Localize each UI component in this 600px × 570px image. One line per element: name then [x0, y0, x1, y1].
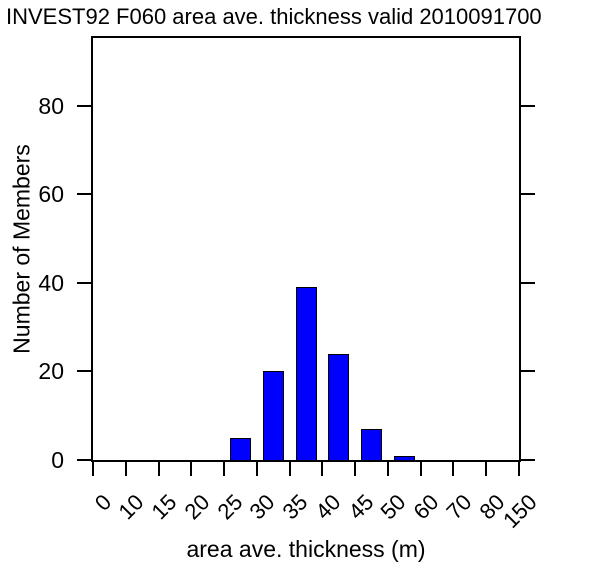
x-axis-tick — [354, 462, 357, 476]
x-axis-title: area ave. thickness (m) — [186, 536, 426, 562]
bar — [229, 437, 251, 460]
y-axis-tick-label: 80 — [38, 92, 64, 119]
x-axis-tick — [157, 462, 160, 476]
x-axis-tick — [518, 462, 520, 476]
x-axis-tick — [92, 462, 94, 476]
x-axis-tick-label: 35 — [277, 489, 313, 525]
y-axis-tick — [521, 281, 535, 284]
x-axis-tick — [190, 462, 193, 476]
x-axis-tick — [321, 462, 324, 476]
y-axis-tick — [521, 104, 535, 107]
y-axis-tick — [521, 370, 535, 373]
x-axis-tick — [288, 462, 291, 476]
y-axis-title: Number of Members — [8, 144, 35, 354]
x-axis-tick-label: 30 — [244, 489, 280, 525]
plot-area — [77, 36, 535, 476]
x-axis-tick-label: 60 — [408, 489, 444, 525]
bar — [295, 287, 317, 460]
y-axis-tick — [77, 281, 91, 284]
y-axis-tick-label: 20 — [38, 358, 64, 385]
x-axis-tick-label: 150 — [498, 489, 542, 533]
x-axis-tick — [124, 462, 127, 476]
bar — [328, 353, 350, 460]
x-axis-tick-label: 70 — [441, 489, 477, 525]
x-axis-tick — [485, 462, 488, 476]
x-axis-tick-label: 45 — [343, 489, 379, 525]
x-axis-tick-label: 25 — [212, 489, 248, 525]
x-axis-tick-label: 20 — [179, 489, 215, 525]
x-axis-tick — [386, 462, 389, 476]
bar — [262, 371, 284, 460]
chart-title: INVEST92 F060 area ave. thickness valid … — [6, 4, 542, 29]
y-axis-tick-label: 60 — [38, 181, 64, 208]
y-axis-tick — [77, 104, 91, 107]
y-axis-tick — [521, 193, 535, 196]
y-axis-tick — [521, 459, 535, 461]
x-axis-tick — [452, 462, 455, 476]
x-axis-tick — [223, 462, 226, 476]
y-axis-tick — [77, 370, 91, 373]
x-axis-tick-label: 0 — [89, 489, 116, 516]
y-axis-tick-label: 40 — [38, 269, 64, 296]
x-axis-tick-label: 50 — [375, 489, 411, 525]
y-axis-tick-label: 0 — [51, 447, 64, 473]
x-axis-tick — [255, 462, 258, 476]
x-axis-tick-label: 10 — [113, 489, 149, 525]
x-axis-tick-label: 40 — [310, 489, 346, 525]
x-axis-tick-label: 15 — [146, 489, 182, 525]
y-axis-tick — [77, 459, 91, 461]
y-axis-tick — [77, 193, 91, 196]
x-axis-tick — [419, 462, 422, 476]
bar — [361, 429, 383, 460]
bar — [393, 455, 415, 460]
